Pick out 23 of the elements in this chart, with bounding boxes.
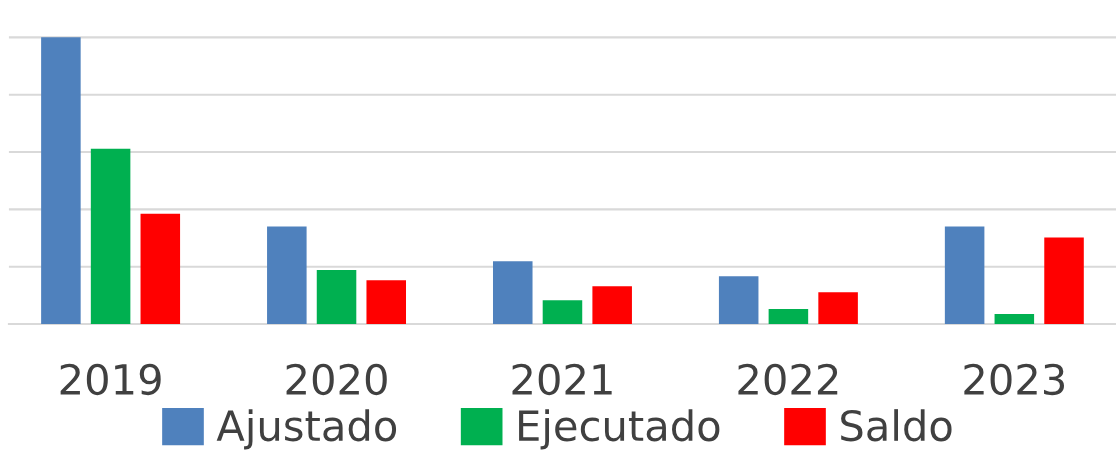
x-tick-label: 2022 (738, 363, 838, 396)
bar (140, 213, 181, 325)
legend-label: Ajustado (216, 409, 397, 450)
bar (718, 276, 759, 325)
bar (492, 261, 533, 325)
legend-label: Saldo (841, 409, 952, 442)
bar (542, 300, 583, 325)
bar (592, 286, 632, 325)
bar (1044, 237, 1084, 325)
bar (267, 226, 307, 325)
bar (41, 37, 81, 325)
x-tick-label: 2019 (60, 363, 161, 396)
bar (944, 226, 985, 325)
bar (818, 292, 858, 325)
bar (768, 309, 809, 325)
bar (994, 313, 1035, 325)
bar (90, 148, 131, 325)
bar (316, 270, 357, 325)
x-tick-label: 2021 (512, 363, 612, 396)
legend-label: Ejecutado (519, 409, 720, 450)
bar (366, 280, 407, 325)
x-tick-label: 2020 (286, 363, 387, 396)
x-tick-label: 2023 (964, 363, 1065, 396)
